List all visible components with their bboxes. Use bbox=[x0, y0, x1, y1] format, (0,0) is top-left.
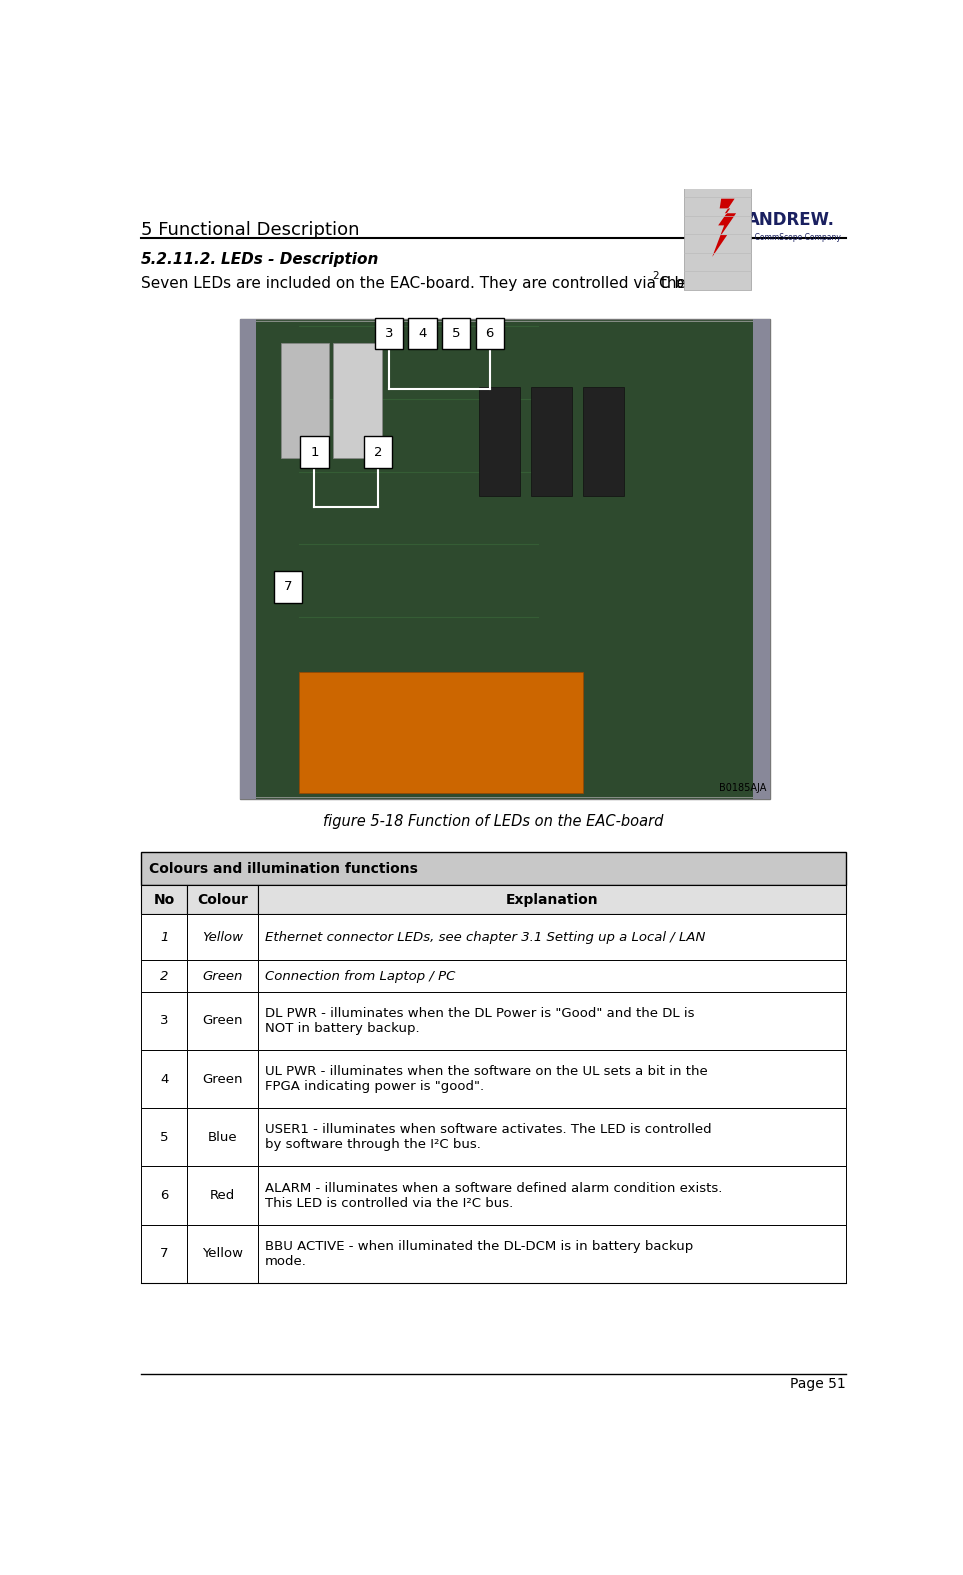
Bar bbox=[684, 49, 751, 290]
Bar bbox=[442, 318, 470, 350]
Text: 7: 7 bbox=[284, 580, 293, 594]
Bar bbox=[257, 1109, 846, 1167]
Bar bbox=[187, 1109, 257, 1167]
Text: 1: 1 bbox=[160, 931, 169, 943]
Text: C bus.: C bus. bbox=[660, 276, 707, 291]
Bar bbox=[333, 343, 381, 458]
Bar bbox=[187, 885, 257, 913]
Text: Ethernet connector LEDs, see chapter 3.1 Setting up a Local / LAN: Ethernet connector LEDs, see chapter 3.1… bbox=[265, 931, 705, 943]
Bar bbox=[142, 1051, 187, 1109]
Text: 5 Functional Description: 5 Functional Description bbox=[142, 221, 360, 238]
Text: A CommScope Company: A CommScope Company bbox=[747, 233, 841, 241]
Bar bbox=[187, 913, 257, 961]
Text: Blue: Blue bbox=[207, 1131, 237, 1143]
Bar bbox=[300, 436, 328, 468]
Text: Yellow: Yellow bbox=[202, 1247, 243, 1260]
Bar bbox=[281, 343, 329, 458]
Bar bbox=[584, 387, 624, 496]
Text: 6: 6 bbox=[160, 1189, 169, 1202]
Bar bbox=[142, 1109, 187, 1167]
Text: 5.2.11.2.: 5.2.11.2. bbox=[142, 252, 218, 268]
Bar bbox=[142, 961, 187, 992]
Text: 5: 5 bbox=[160, 1131, 169, 1143]
Text: LEDs - Description: LEDs - Description bbox=[221, 252, 378, 268]
Bar bbox=[187, 1167, 257, 1225]
Bar bbox=[257, 1051, 846, 1109]
Text: 5: 5 bbox=[452, 328, 460, 340]
Text: figure 5-18 Function of LEDs on the EAC-board: figure 5-18 Function of LEDs on the EAC-… bbox=[324, 814, 664, 828]
Text: Connection from Laptop / PC: Connection from Laptop / PC bbox=[265, 970, 455, 983]
Text: 2: 2 bbox=[160, 970, 169, 983]
Text: DL PWR - illuminates when the DL Power is "Good" and the DL is
NOT in battery ba: DL PWR - illuminates when the DL Power i… bbox=[265, 1006, 694, 1035]
Text: Colours and illumination functions: Colours and illumination functions bbox=[148, 862, 418, 876]
Bar bbox=[257, 885, 846, 913]
Text: 3: 3 bbox=[160, 1014, 169, 1027]
Text: Seven LEDs are included on the EAC-board. They are controlled via the I: Seven LEDs are included on the EAC-board… bbox=[142, 276, 695, 291]
Text: Green: Green bbox=[202, 1014, 243, 1027]
Text: Green: Green bbox=[202, 1073, 243, 1085]
Bar bbox=[187, 992, 257, 1051]
Text: 3: 3 bbox=[385, 328, 393, 340]
Bar bbox=[187, 1225, 257, 1284]
Bar bbox=[142, 885, 187, 913]
Text: ALARM - illuminates when a software defined alarm condition exists.
This LED is : ALARM - illuminates when a software defi… bbox=[265, 1181, 722, 1210]
Bar bbox=[257, 1167, 846, 1225]
Text: Colour: Colour bbox=[196, 893, 247, 907]
Text: 7: 7 bbox=[160, 1247, 169, 1260]
Bar bbox=[531, 387, 572, 496]
Bar bbox=[476, 318, 504, 350]
Text: 2: 2 bbox=[374, 446, 382, 458]
Text: 4: 4 bbox=[160, 1073, 169, 1085]
Text: 6: 6 bbox=[485, 328, 494, 340]
Text: Page 51: Page 51 bbox=[790, 1378, 846, 1391]
Bar bbox=[299, 671, 584, 792]
Text: Yellow: Yellow bbox=[202, 931, 243, 943]
Text: BBU ACTIVE - when illuminated the DL-DCM is in battery backup
mode.: BBU ACTIVE - when illuminated the DL-DCM… bbox=[265, 1240, 693, 1268]
Text: Green: Green bbox=[202, 970, 243, 983]
Bar bbox=[364, 436, 392, 468]
Bar bbox=[242, 321, 768, 797]
Text: ANDREW.: ANDREW. bbox=[747, 211, 835, 228]
Bar bbox=[187, 1051, 257, 1109]
Text: 4: 4 bbox=[419, 328, 427, 340]
Text: USER1 - illuminates when software activates. The LED is controlled
by software t: USER1 - illuminates when software activa… bbox=[265, 1123, 712, 1151]
Bar bbox=[274, 572, 302, 603]
Bar bbox=[408, 318, 437, 350]
Bar bbox=[753, 318, 769, 799]
Bar bbox=[257, 1225, 846, 1284]
Text: B0185AJA: B0185AJA bbox=[718, 783, 766, 792]
Bar bbox=[479, 387, 520, 496]
Bar bbox=[142, 852, 846, 885]
Bar bbox=[257, 913, 846, 961]
Bar bbox=[142, 992, 187, 1051]
Polygon shape bbox=[713, 198, 736, 257]
Bar bbox=[257, 992, 846, 1051]
Text: 2: 2 bbox=[652, 271, 659, 282]
Bar bbox=[142, 1225, 187, 1284]
Bar bbox=[142, 1167, 187, 1225]
Text: 1: 1 bbox=[310, 446, 319, 458]
Bar bbox=[375, 318, 403, 350]
Bar bbox=[257, 961, 846, 992]
Bar bbox=[187, 961, 257, 992]
Bar bbox=[240, 318, 256, 799]
Text: UL PWR - illuminates when the software on the UL sets a bit in the
FPGA indicati: UL PWR - illuminates when the software o… bbox=[265, 1065, 708, 1093]
Bar bbox=[142, 913, 187, 961]
Text: No: No bbox=[153, 893, 175, 907]
Bar bbox=[240, 318, 769, 799]
Text: Explanation: Explanation bbox=[506, 893, 598, 907]
Text: Red: Red bbox=[210, 1189, 235, 1202]
